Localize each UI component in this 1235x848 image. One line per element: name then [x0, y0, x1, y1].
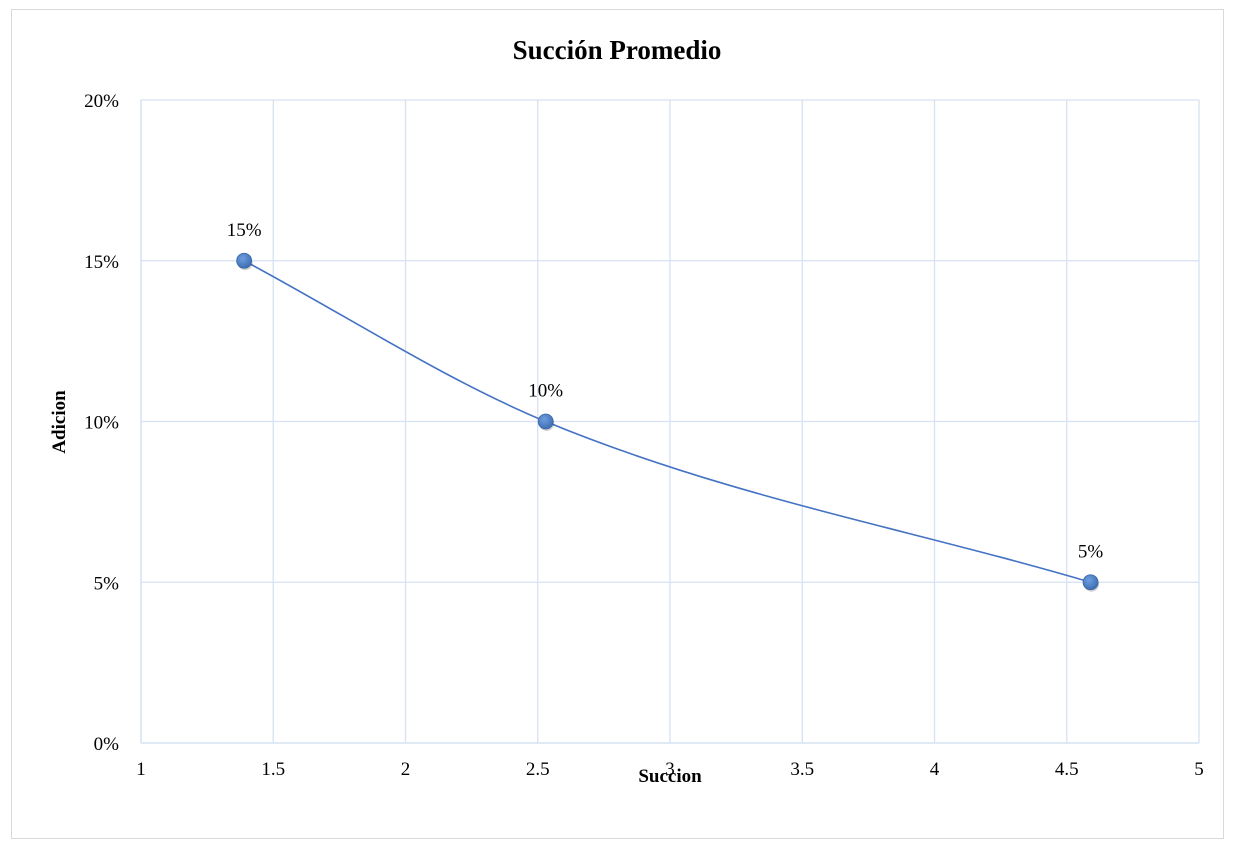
- x-tick-label: 2.5: [526, 759, 550, 780]
- data-point: [537, 413, 554, 430]
- data-point: [1082, 574, 1099, 591]
- x-tick-label: 2: [401, 759, 411, 780]
- data-label: 10%: [528, 381, 563, 402]
- marker-layer: [236, 252, 1100, 592]
- series-curve: [243, 260, 1091, 584]
- grid-layer: [141, 99, 1200, 743]
- data-label: 15%: [227, 220, 262, 241]
- x-tick-label: 3: [665, 759, 675, 780]
- x-tick-label: 5: [1194, 759, 1204, 780]
- x-tick-label: 3.5: [790, 759, 814, 780]
- x-axis-title: Succion: [638, 766, 702, 787]
- x-tick-label: 4.5: [1055, 759, 1079, 780]
- axis-layer: [140, 100, 1199, 744]
- x-tick-label: 1.5: [261, 759, 285, 780]
- y-axis-title: Adicion: [49, 390, 70, 454]
- y-tick-label: 5%: [94, 573, 120, 594]
- y-tick-label: 20%: [84, 91, 119, 112]
- tick-label-layer: 1 1.5 2 2.5 3 3.5 4 4.5 5 0% 5% 10% 15% 20%: [84, 91, 1204, 780]
- data-point: [236, 252, 253, 269]
- y-tick-label: 0%: [94, 734, 120, 755]
- data-label: 5%: [1078, 541, 1104, 562]
- chart-title: Succión Promedio: [513, 35, 722, 65]
- x-tick-label: 4: [930, 759, 940, 780]
- chart-frame: [11, 9, 1224, 839]
- y-tick-label: 15%: [84, 252, 119, 273]
- data-label-layer: 15% 10% 5%: [227, 220, 1104, 563]
- y-tick-label: 10%: [84, 413, 119, 434]
- x-tick-label: 1: [136, 759, 146, 780]
